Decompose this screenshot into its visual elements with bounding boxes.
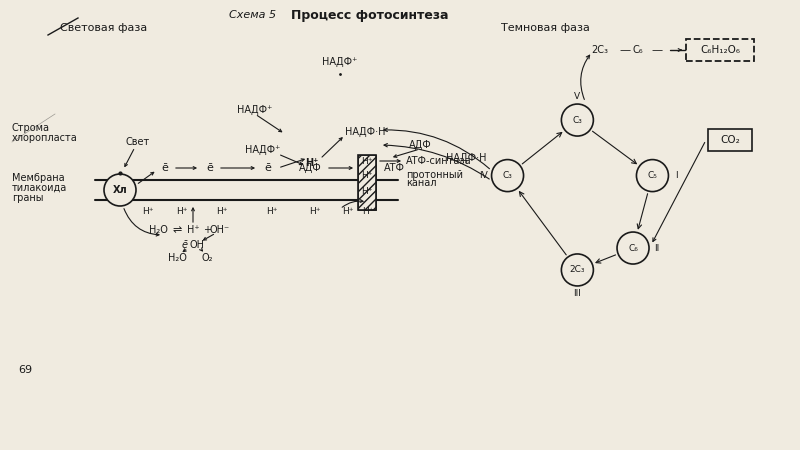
Text: НАДФ⁺: НАДФ⁺: [238, 105, 273, 115]
Text: Процесс фотосинтеза: Процесс фотосинтеза: [291, 9, 449, 22]
Text: 69: 69: [18, 365, 32, 375]
Circle shape: [562, 254, 594, 286]
Text: протонный: протонный: [406, 170, 463, 180]
Text: I: I: [675, 171, 678, 180]
Text: H⁺: H⁺: [176, 207, 188, 216]
Text: 2C₃: 2C₃: [570, 266, 585, 274]
Text: II: II: [654, 243, 660, 252]
Text: тилакоида: тилакоида: [12, 183, 67, 193]
Text: АТФ-синтаза: АТФ-синтаза: [406, 156, 472, 166]
Text: —: —: [651, 45, 662, 55]
Text: CO₂: CO₂: [720, 135, 740, 145]
Text: —: —: [619, 45, 630, 55]
Text: C₃: C₃: [502, 171, 513, 180]
Circle shape: [104, 174, 136, 206]
Text: H⁺: H⁺: [216, 207, 228, 216]
Text: H⁺: H⁺: [362, 188, 373, 197]
Circle shape: [637, 160, 669, 192]
Text: H⁺: H⁺: [306, 158, 318, 168]
Text: Темновая фаза: Темновая фаза: [501, 23, 590, 33]
Text: H⁺: H⁺: [266, 207, 278, 216]
Circle shape: [491, 160, 523, 192]
Text: V: V: [574, 91, 581, 100]
Text: H⁺: H⁺: [142, 207, 154, 216]
Text: H⁺: H⁺: [342, 207, 354, 216]
Text: C₆: C₆: [628, 243, 638, 252]
Text: Строма: Строма: [12, 123, 50, 133]
Text: НАДФ·Н: НАДФ·Н: [446, 153, 487, 162]
Text: H₂O: H₂O: [149, 225, 167, 235]
Bar: [358, 155, 376, 210]
Text: НАДФ⁺: НАДФ⁺: [322, 57, 358, 67]
Text: H₂O: H₂O: [167, 253, 186, 263]
Text: H⁺: H⁺: [362, 207, 374, 216]
Text: АТФ: АТФ: [383, 163, 405, 173]
Circle shape: [617, 232, 649, 264]
Text: ē: ē: [206, 163, 214, 173]
Text: Хл: Хл: [113, 185, 127, 195]
Text: АДФ: АДФ: [409, 140, 431, 150]
Text: Мембрана: Мембрана: [12, 173, 65, 183]
Text: канал: канал: [406, 178, 437, 188]
Text: C₅: C₅: [647, 171, 658, 180]
Text: H⁺: H⁺: [186, 225, 199, 235]
Text: Световая фаза: Световая фаза: [60, 23, 147, 33]
Text: граны: граны: [12, 193, 43, 203]
Text: ⇌: ⇌: [172, 225, 182, 235]
Text: Схема 5: Схема 5: [230, 10, 277, 20]
Text: 2C₃: 2C₃: [591, 45, 609, 55]
Text: ē: ē: [182, 240, 188, 250]
Text: H⁺: H⁺: [362, 171, 373, 180]
Text: Свет: Свет: [126, 137, 150, 147]
Text: +: +: [203, 225, 211, 235]
Text: H⁺: H⁺: [362, 157, 373, 166]
Text: ē: ē: [162, 163, 169, 173]
Text: хлоропласта: хлоропласта: [12, 133, 78, 143]
Bar: [686, 39, 754, 61]
Circle shape: [562, 104, 594, 136]
Bar: [708, 129, 752, 151]
Text: C₆H₁₂O₆: C₆H₁₂O₆: [700, 45, 740, 55]
Text: OH⁻: OH⁻: [210, 225, 230, 235]
Text: H⁺: H⁺: [310, 207, 321, 216]
Text: O₂: O₂: [202, 253, 213, 263]
Text: III: III: [574, 289, 582, 298]
Text: C₃: C₃: [573, 116, 582, 125]
Text: OH: OH: [190, 240, 205, 250]
Text: АДФ: АДФ: [298, 163, 322, 173]
Text: IV: IV: [479, 171, 488, 180]
Text: ē: ē: [265, 163, 271, 173]
Text: C₆: C₆: [633, 45, 643, 55]
Bar: [358, 155, 376, 210]
Text: НАДФ⁺: НАДФ⁺: [246, 145, 281, 155]
Text: НАДФ·Н: НАДФ·Н: [345, 127, 386, 137]
